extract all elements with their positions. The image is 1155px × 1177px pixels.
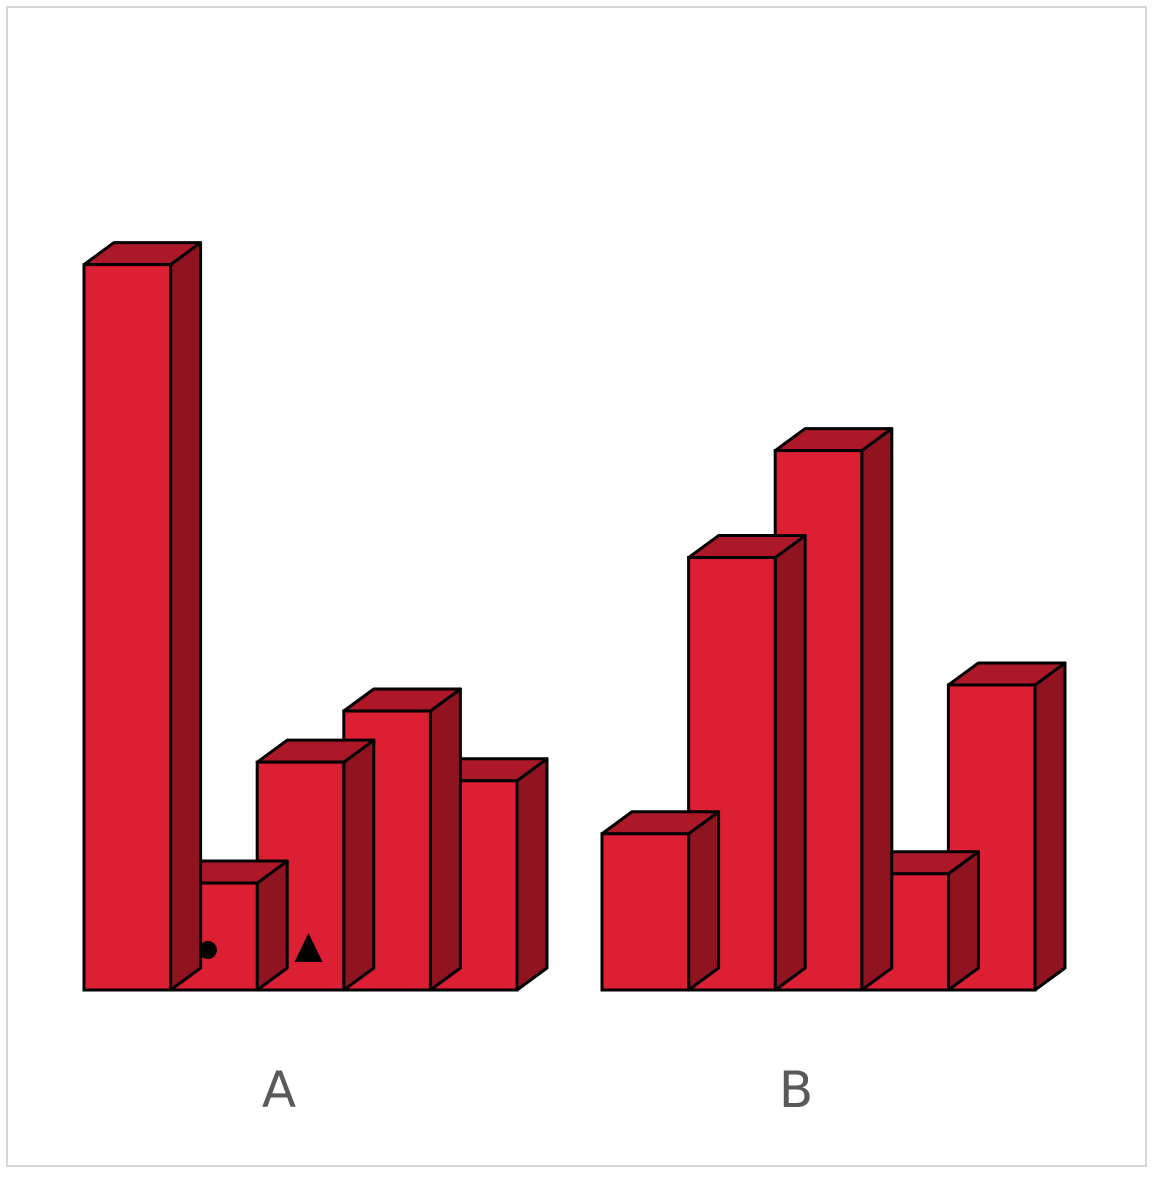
bar-side-face bbox=[687, 810, 721, 992]
bar-side-face bbox=[515, 757, 549, 992]
bar-b-1 bbox=[600, 810, 721, 992]
group-label-b: B bbox=[779, 1061, 813, 1119]
bar-side-face bbox=[1033, 661, 1067, 992]
bar-side-face bbox=[169, 241, 203, 992]
bar-side-face bbox=[773, 534, 807, 992]
bar-group-b bbox=[600, 427, 1067, 992]
bar-front-face bbox=[82, 263, 173, 992]
bar-side-face bbox=[946, 850, 980, 992]
bar-side-face bbox=[860, 427, 894, 992]
bar-a-1 bbox=[82, 241, 203, 992]
triangle-marker bbox=[294, 933, 323, 962]
group-label-a: A bbox=[262, 1061, 296, 1119]
bar-group-a bbox=[82, 241, 549, 992]
circle-marker bbox=[198, 941, 217, 959]
bar-front-face bbox=[600, 832, 691, 992]
bar-side-face bbox=[428, 687, 462, 992]
bar-side-face bbox=[342, 738, 376, 992]
